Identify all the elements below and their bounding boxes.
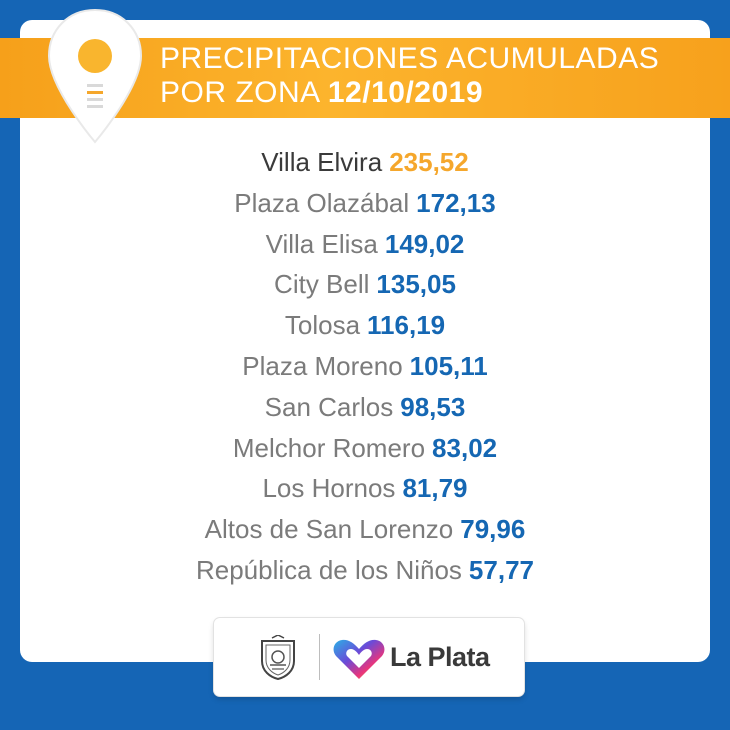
zone-name: Los Hornos: [262, 473, 396, 504]
title-date: 12/10/2019: [327, 76, 484, 109]
list-item: San Carlos 98,53: [20, 387, 710, 428]
zone-list: Villa Elvira 235,52 Plaza Olazábal 172,13 …: [20, 142, 710, 591]
zone-value: 235,52: [389, 147, 469, 177]
title-prefix: POR ZONA: [160, 76, 320, 109]
zone-name: Villa Elvira: [261, 147, 383, 177]
list-item: República de los Niños 57,77: [20, 550, 710, 591]
zone-name: Altos de San Lorenzo: [204, 514, 454, 545]
brand-name: La Plata: [390, 642, 490, 672]
zone-value: 172,13: [416, 187, 496, 218]
logo-divider: [319, 634, 320, 680]
zone-name: Tolosa: [284, 310, 361, 341]
zone-name: Melchor Romero: [232, 432, 426, 463]
zone-value: 149,02: [384, 228, 465, 259]
zone-name: Plaza Olazábal: [234, 187, 410, 218]
heart-logo-icon: [333, 639, 385, 679]
zone-name: Plaza Moreno: [242, 350, 403, 381]
zone-name: City Bell: [274, 269, 370, 300]
footer-logos: La Plata: [214, 618, 524, 696]
title-line-1: PRECIPITACIONES ACUMULADAS: [160, 42, 660, 75]
zone-value: 83,02: [432, 432, 498, 463]
list-item: Villa Elvira 235,52: [20, 142, 710, 183]
zone-name: Villa Elisa: [265, 228, 378, 259]
location-pin-icon: [47, 8, 143, 144]
list-item: Plaza Olazábal 172,13: [20, 183, 710, 224]
zone-value: 57,77: [468, 554, 534, 585]
list-item: Tolosa 116,19: [20, 305, 710, 346]
list-item: City Bell 135,05: [20, 264, 710, 305]
page-title: PRECIPITACIONES ACUMULADAS POR ZONA 12/1…: [160, 42, 720, 110]
zone-value: 135,05: [376, 269, 456, 300]
content-card: [20, 20, 710, 662]
zone-name: San Carlos: [264, 391, 394, 422]
city-seal-icon: [261, 635, 295, 681]
list-item: Plaza Moreno 105,11: [20, 346, 710, 387]
zone-value: 105,11: [409, 350, 488, 381]
list-item: Altos de San Lorenzo 79,96: [20, 509, 710, 550]
zone-value: 98,53: [400, 391, 466, 422]
title-line-2: POR ZONA 12/10/2019: [160, 76, 720, 110]
list-item: Villa Elisa 149,02: [20, 224, 710, 265]
zone-value: 79,96: [460, 514, 526, 545]
list-item: Los Hornos 81,79: [20, 468, 710, 509]
zone-value: 116,19: [367, 310, 446, 341]
zone-value: 81,79: [402, 473, 468, 504]
zone-name: República de los Niños: [195, 554, 462, 585]
list-item: Melchor Romero 83,02: [20, 428, 710, 469]
